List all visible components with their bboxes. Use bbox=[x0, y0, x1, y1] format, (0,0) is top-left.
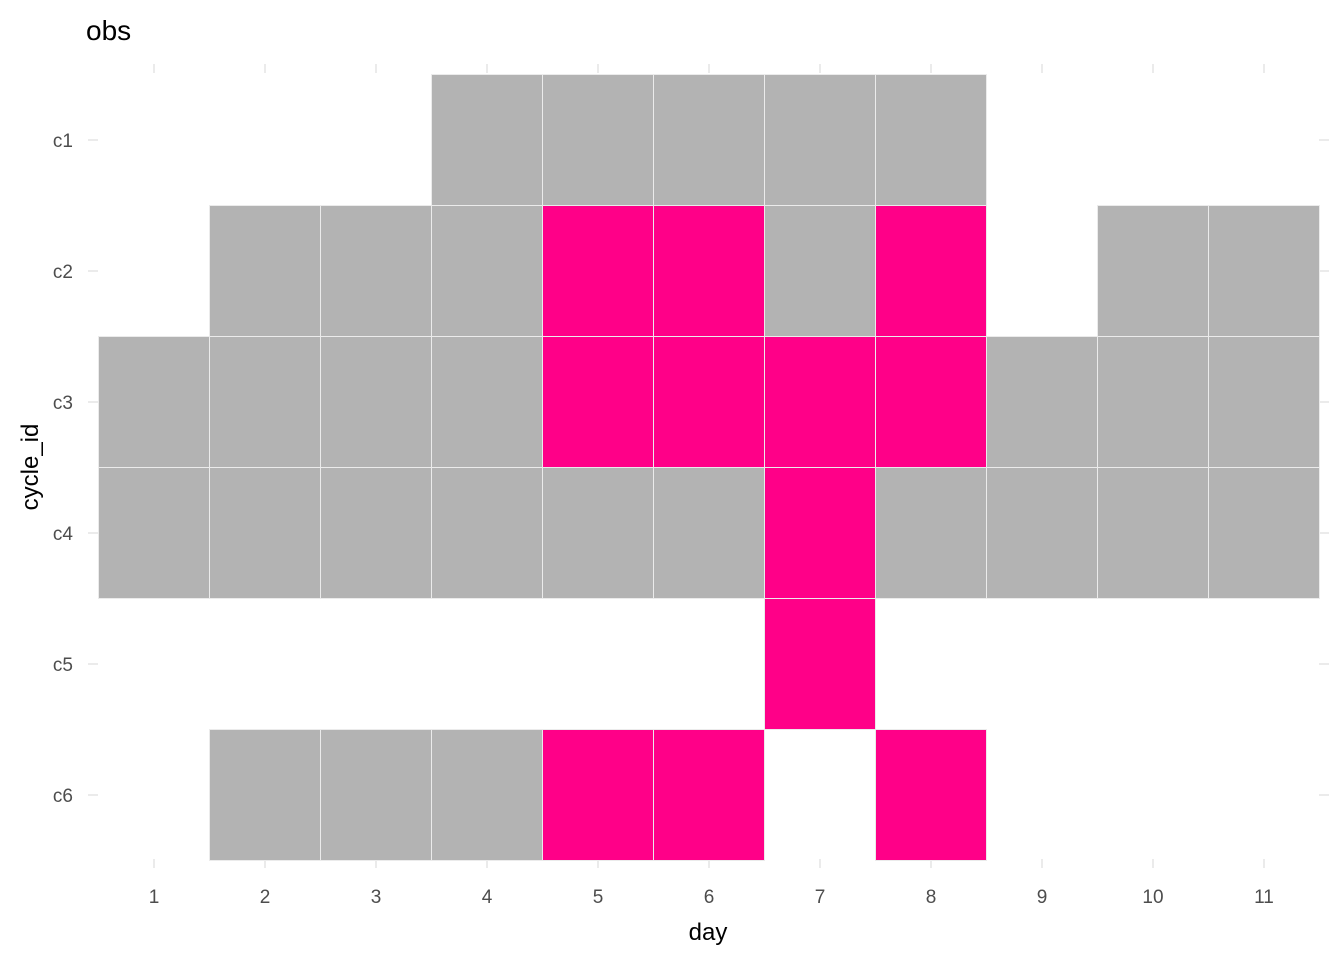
y-tick-label: c5 bbox=[53, 655, 73, 676]
heatmap-cell bbox=[209, 729, 321, 861]
x-axis-tick-labels: 1 2 3 4 5 6 7 8 9 10 11 bbox=[149, 887, 1274, 908]
x-tick-label: 8 bbox=[926, 887, 937, 908]
heatmap-cell bbox=[653, 467, 765, 599]
heatmap-cell bbox=[98, 467, 210, 599]
y-tick-label: c2 bbox=[53, 262, 73, 283]
heatmap-cell bbox=[431, 729, 543, 861]
heatmap-cell bbox=[542, 74, 654, 206]
heatmap-cell bbox=[1097, 336, 1209, 468]
heatmap-cell bbox=[542, 336, 654, 468]
chart-title: obs bbox=[86, 15, 131, 46]
x-tick-label: 7 bbox=[815, 887, 826, 908]
heatmap-cell bbox=[764, 598, 876, 730]
x-tick-label: 11 bbox=[1254, 887, 1274, 908]
heatmap-cell bbox=[1208, 467, 1320, 599]
heatmap-cell bbox=[875, 74, 987, 206]
x-tick-label: 4 bbox=[482, 887, 493, 908]
y-tick-label: c6 bbox=[53, 786, 73, 807]
heatmap-cell bbox=[98, 336, 210, 468]
heatmap-cell bbox=[875, 205, 987, 337]
heatmap-cell bbox=[764, 74, 876, 206]
heatmap-cell bbox=[986, 467, 1098, 599]
y-tick-label: c1 bbox=[53, 131, 73, 152]
x-tick-label: 6 bbox=[704, 887, 715, 908]
heatmap-cell bbox=[653, 74, 765, 206]
y-axis-tick-labels: c1 c2 c3 c4 c5 c6 bbox=[53, 131, 74, 807]
x-tick-label: 9 bbox=[1037, 887, 1048, 908]
y-axis-ticks bbox=[88, 139, 1329, 796]
x-tick-label: 3 bbox=[371, 887, 382, 908]
heatmap-cell bbox=[764, 467, 876, 599]
heatmap-cell bbox=[875, 467, 987, 599]
y-axis-title: cycle_id bbox=[17, 424, 44, 511]
heatmap-cell bbox=[1097, 205, 1209, 337]
heatmap-cell bbox=[875, 336, 987, 468]
x-tick-label: 5 bbox=[593, 887, 604, 908]
heatmap-cell bbox=[542, 205, 654, 337]
heatmap-cell bbox=[209, 205, 321, 337]
heatmap-cell bbox=[653, 729, 765, 861]
heatmap-cell bbox=[1208, 205, 1320, 337]
heatmap-cell bbox=[653, 205, 765, 337]
heatmap-cell bbox=[209, 467, 321, 599]
heatmap-cell bbox=[542, 729, 654, 861]
x-tick-label: 10 bbox=[1142, 887, 1163, 908]
y-tick-label: c4 bbox=[53, 524, 74, 545]
heatmap-cell bbox=[875, 729, 987, 861]
heatmap-cell bbox=[1208, 336, 1320, 468]
x-tick-label: 2 bbox=[260, 887, 271, 908]
heatmap-cell bbox=[209, 336, 321, 468]
heatmap-cell bbox=[986, 336, 1098, 468]
heatmap-cell bbox=[320, 205, 432, 337]
heatmap-cell bbox=[431, 74, 543, 206]
heatmap-cell bbox=[1097, 467, 1209, 599]
y-tick-label: c3 bbox=[53, 393, 73, 414]
heatmap-cell bbox=[542, 467, 654, 599]
heatmap-cell bbox=[764, 205, 876, 337]
heatmap-cell bbox=[431, 205, 543, 337]
heatmap-cell bbox=[431, 336, 543, 468]
x-tick-label: 1 bbox=[149, 887, 160, 908]
heatmap-cell bbox=[320, 467, 432, 599]
heatmap-cell bbox=[653, 336, 765, 468]
x-axis-title: day bbox=[689, 919, 728, 946]
heatmap-cell bbox=[764, 336, 876, 468]
heatmap-cell bbox=[320, 729, 432, 861]
heatmap-tiles bbox=[98, 74, 1320, 861]
heatmap-cell bbox=[320, 336, 432, 468]
heatmap-cell bbox=[431, 467, 543, 599]
